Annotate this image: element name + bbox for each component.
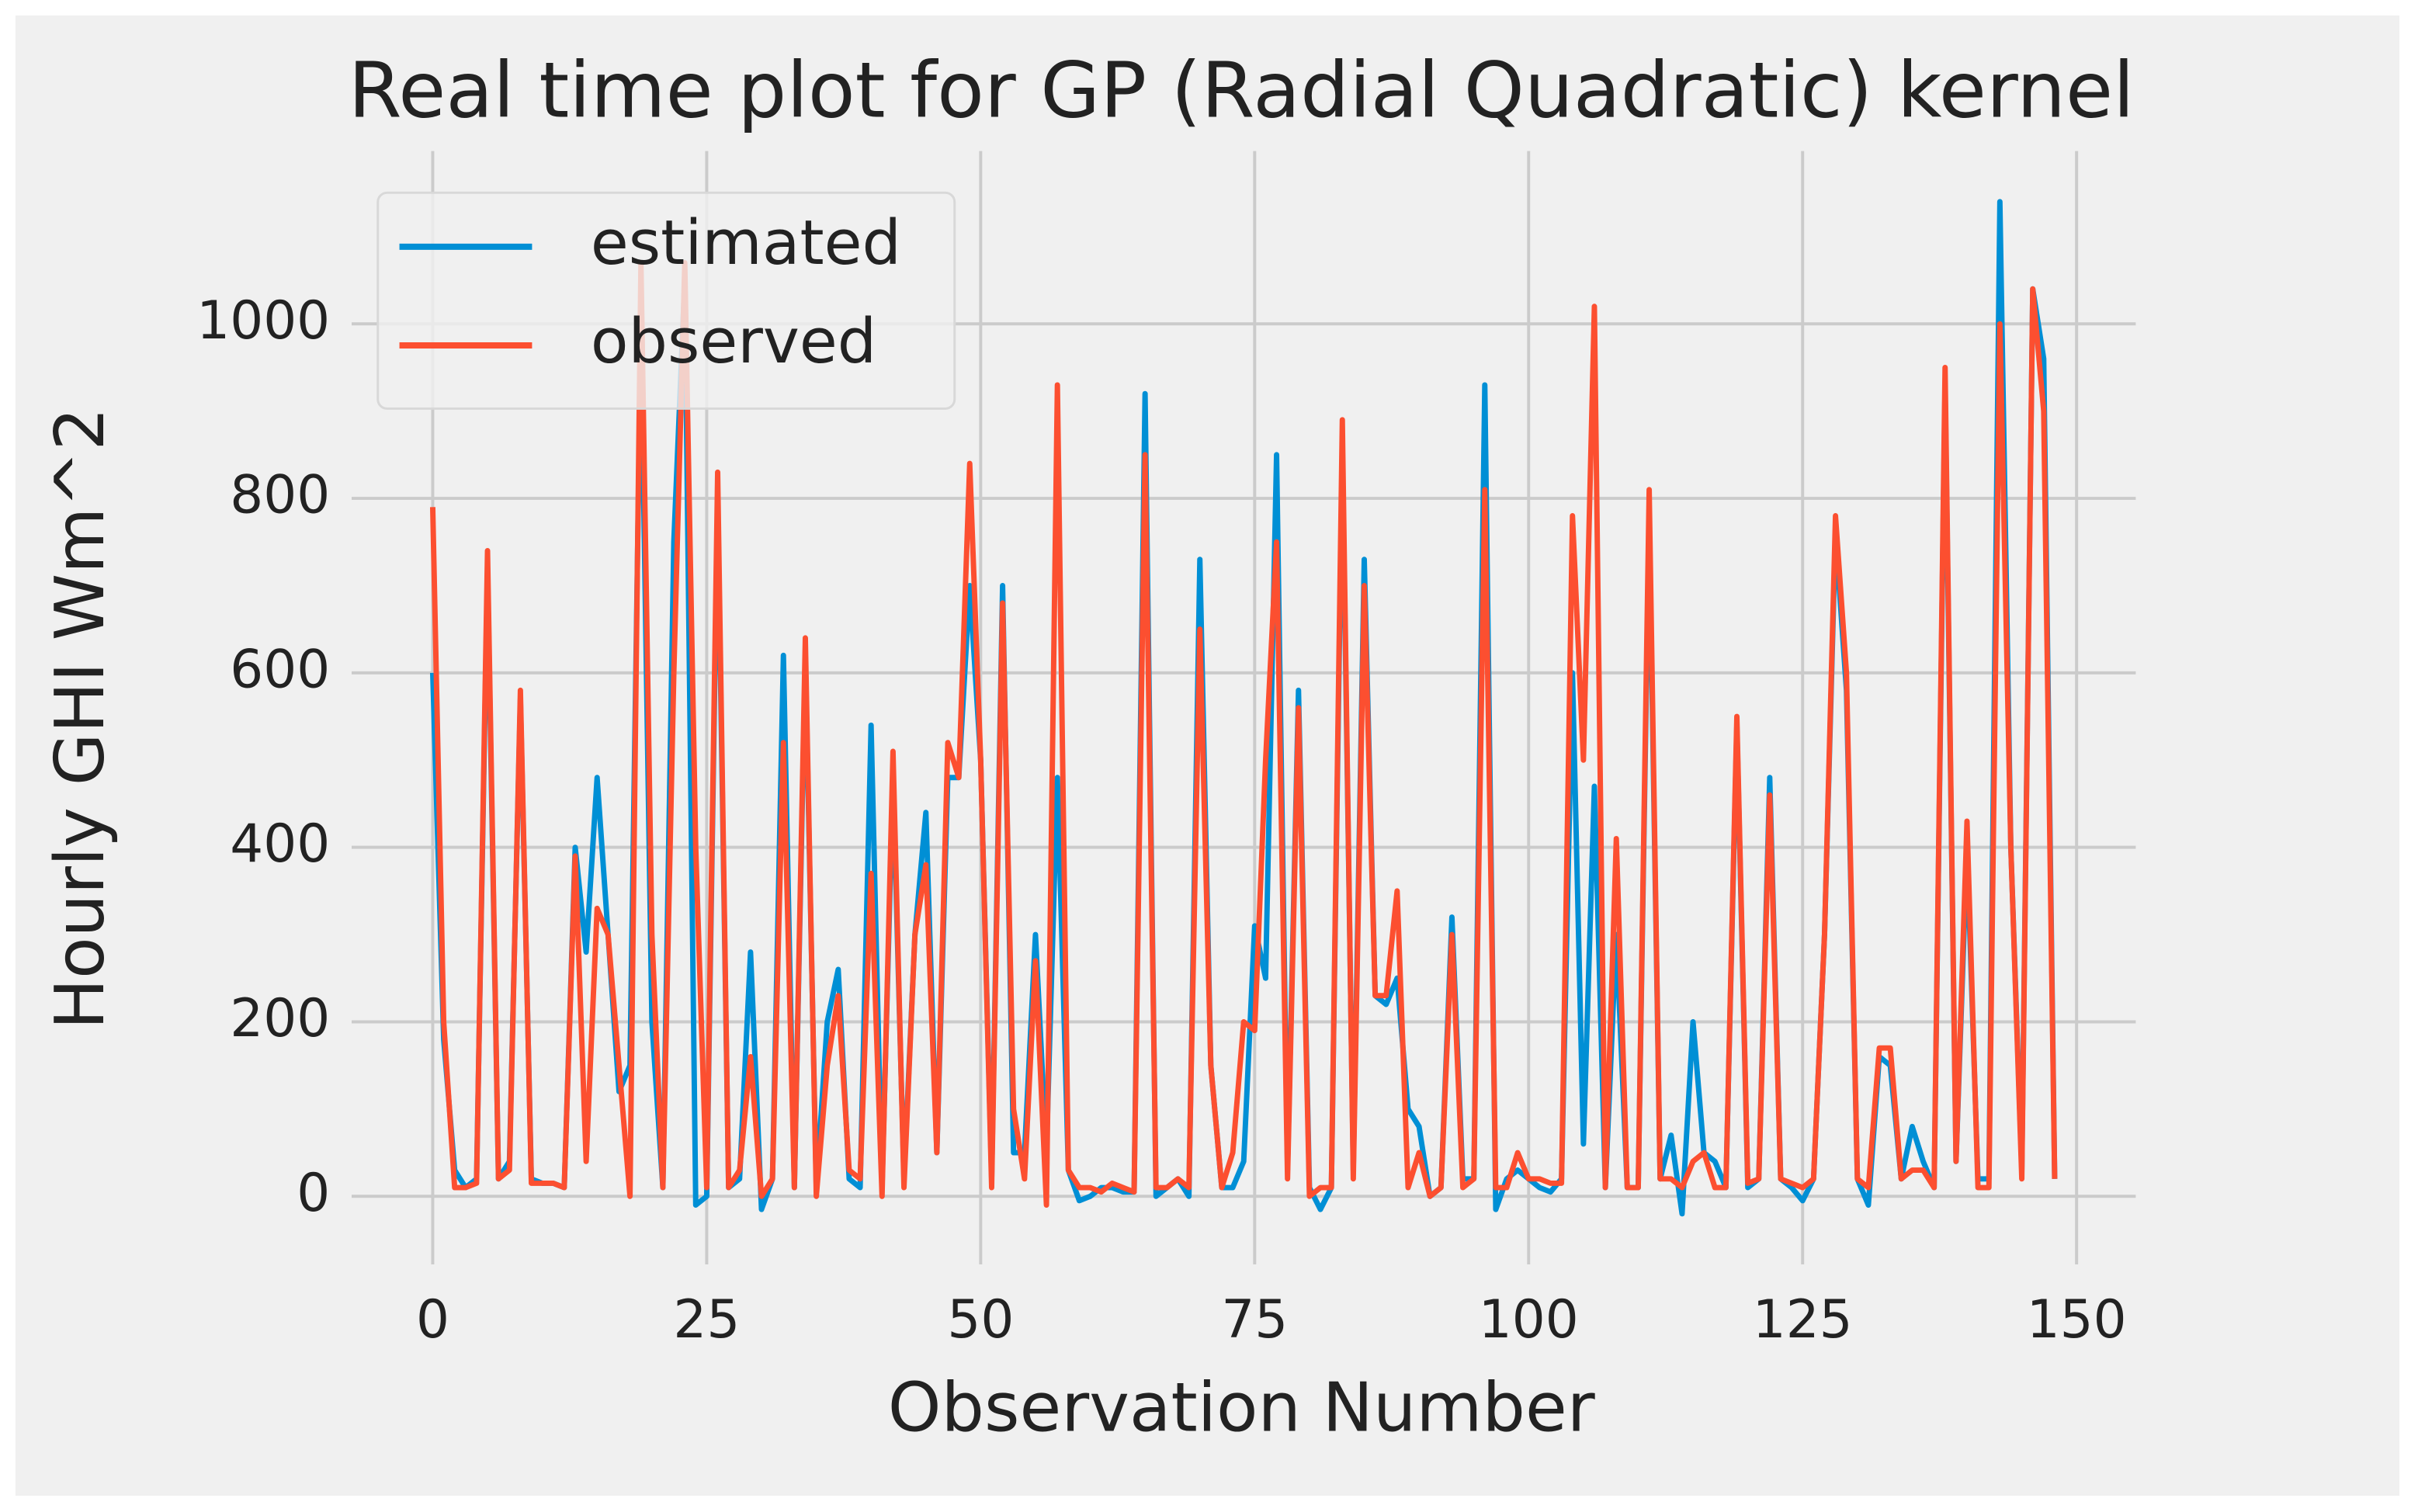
x-tick-label: 75	[1221, 1288, 1288, 1350]
chart-title: Real time plot for GP (Radial Quadratic)…	[349, 46, 2135, 135]
x-tick-label: 100	[1479, 1288, 1579, 1350]
y-tick-label: 0	[297, 1162, 330, 1223]
x-tick-label: 0	[416, 1288, 449, 1350]
x-tick-label: 25	[673, 1288, 740, 1350]
x-tick-label: 125	[1753, 1288, 1853, 1350]
legend: estimated observed	[376, 191, 956, 410]
legend-label: estimated	[591, 206, 901, 279]
y-tick-label: 200	[230, 987, 330, 1049]
x-tick-label: 150	[2027, 1288, 2127, 1350]
y-tick-label: 400	[230, 813, 330, 874]
y-axis-label: Hourly GHI Wm^2	[40, 407, 120, 1030]
legend-label: observed	[591, 305, 876, 377]
figure-background	[15, 15, 2400, 1496]
y-tick-label: 1000	[196, 290, 330, 351]
y-tick-label: 800	[230, 464, 330, 525]
y-tick-label: 600	[230, 638, 330, 699]
x-tick-label: 50	[947, 1288, 1014, 1350]
x-axis-label: Observation Number	[888, 1368, 1595, 1448]
data-line	[429, 260, 2058, 1209]
